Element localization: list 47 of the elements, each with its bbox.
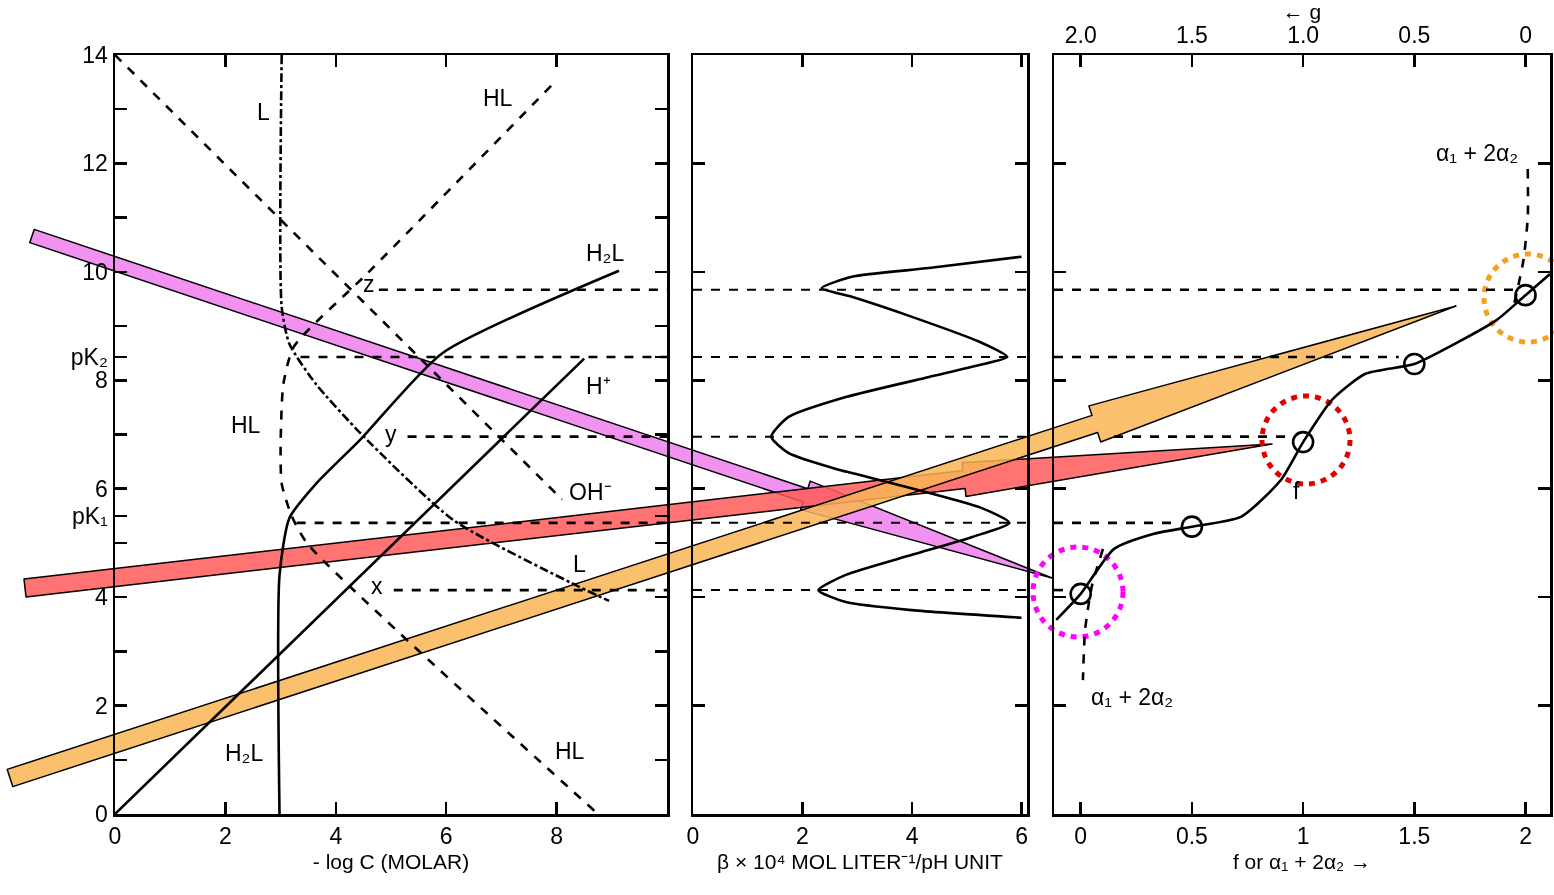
y-tick-label: 14	[82, 42, 109, 69]
annotation: z	[363, 271, 375, 297]
x-tick-label: 2	[219, 823, 232, 850]
x-tick-label: 1	[1296, 823, 1310, 850]
x-axis-title: β × 10⁴ MOL LITER⁻¹/pH UNIT	[717, 849, 1004, 873]
x-tick-label: 0	[686, 823, 700, 850]
y-tick-label: 10	[82, 258, 108, 285]
annotation: α₁ + 2α₂	[1436, 140, 1519, 166]
annotation: α₁ + 2α₂	[1091, 684, 1174, 710]
annotation: HL	[231, 412, 261, 438]
point	[1403, 352, 1426, 376]
x-tick-label: 0	[1074, 823, 1088, 850]
x-tick-label: 1.5	[1398, 823, 1431, 850]
annotation: H⁺	[586, 373, 611, 399]
annotation: L	[573, 551, 586, 577]
x2-tick-label: 1.0	[1287, 22, 1320, 49]
y-tick-label: 0	[95, 801, 108, 828]
annotation: L	[257, 99, 270, 125]
y-tick-label: 6	[95, 475, 108, 502]
annotation: OH⁻	[569, 479, 612, 505]
x2-tick-label: 0	[1519, 22, 1532, 49]
x-tick-label: 4	[329, 823, 343, 850]
x-axis-title: f or α₁ + 2α₂ →	[1232, 849, 1372, 873]
y-tick-label: 2	[95, 692, 108, 719]
x-tick-label: 4	[905, 823, 919, 850]
annotation: HL	[555, 738, 585, 764]
y-tick-label: pK₁	[71, 502, 109, 529]
y-tick-label: 12	[82, 150, 108, 177]
x2-axis-title: ← g	[1282, 0, 1322, 23]
annotation: x	[371, 573, 383, 599]
x-tick-label: 6	[1015, 823, 1028, 850]
x-tick-label: 2	[1519, 823, 1532, 850]
annotation: HL	[483, 85, 513, 111]
y-tick-label: 4	[95, 584, 109, 611]
x2-tick-label: 0.5	[1398, 22, 1431, 49]
x-axis-title: - log C (MOLAR)	[312, 849, 470, 873]
x-tick-label: 8	[550, 823, 563, 850]
x2-tick-label: 1.5	[1175, 22, 1208, 49]
x-tick-label: 0.5	[1175, 823, 1208, 850]
x-tick-label: 2	[796, 823, 809, 850]
point	[1180, 515, 1204, 538]
annotation: H₂L	[225, 740, 264, 766]
x2-tick-label: 2.0	[1064, 22, 1097, 49]
annotation: f	[1293, 478, 1300, 504]
annotation: y	[385, 421, 397, 447]
annotation: H₂L	[586, 240, 625, 266]
x-tick-label: 6	[439, 823, 453, 850]
